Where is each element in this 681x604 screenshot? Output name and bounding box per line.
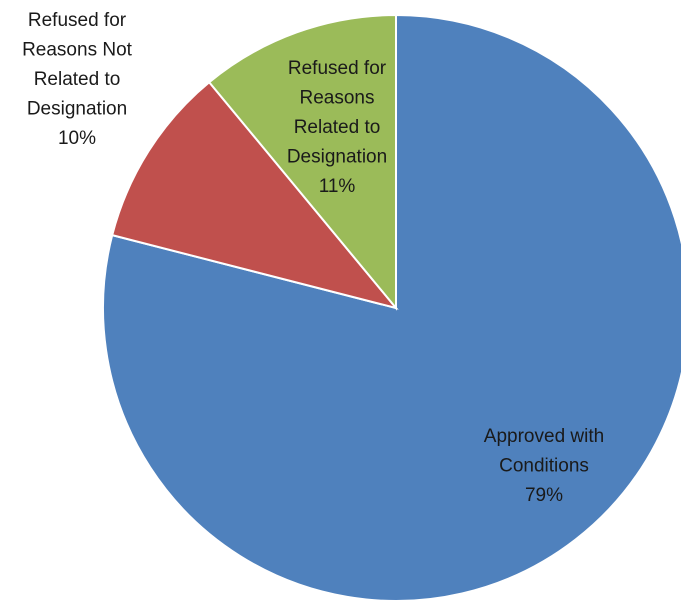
label-line: Related to	[34, 69, 121, 90]
label-line: Related to	[294, 117, 381, 138]
slice-value-label: 11%	[319, 176, 356, 197]
slice-value-label: 10%	[58, 128, 96, 149]
slice-value-label: 79%	[525, 485, 563, 506]
pie-slice	[110, 80, 399, 310]
slice-label: Approved with Conditions	[484, 426, 604, 477]
label-line: Conditions	[499, 456, 589, 477]
label-line: Refused for	[288, 58, 387, 79]
slice-label: Refused for Reasons Not Related to Designat…	[22, 10, 133, 120]
slice-label: Refused for Reasons Related to Designation	[287, 58, 387, 168]
label-line: Reasons Not	[22, 40, 133, 61]
label-line: Designation	[27, 99, 127, 120]
label-line: Approved with	[484, 426, 604, 447]
pie-slice	[207, 13, 397, 311]
label-line: Refused for	[28, 10, 127, 31]
label-line: Reasons	[300, 88, 375, 109]
label-line: Designation	[287, 147, 387, 168]
